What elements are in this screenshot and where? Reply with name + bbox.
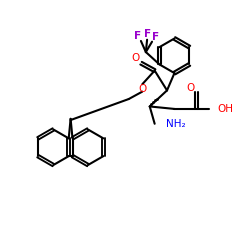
Text: F: F	[144, 28, 152, 38]
Text: O: O	[186, 83, 195, 93]
Text: F: F	[134, 31, 141, 41]
Text: NH₂: NH₂	[166, 119, 186, 129]
Text: O: O	[132, 53, 140, 63]
Text: F: F	[152, 32, 159, 42]
Text: O: O	[138, 84, 146, 94]
Text: OH: OH	[218, 104, 234, 114]
